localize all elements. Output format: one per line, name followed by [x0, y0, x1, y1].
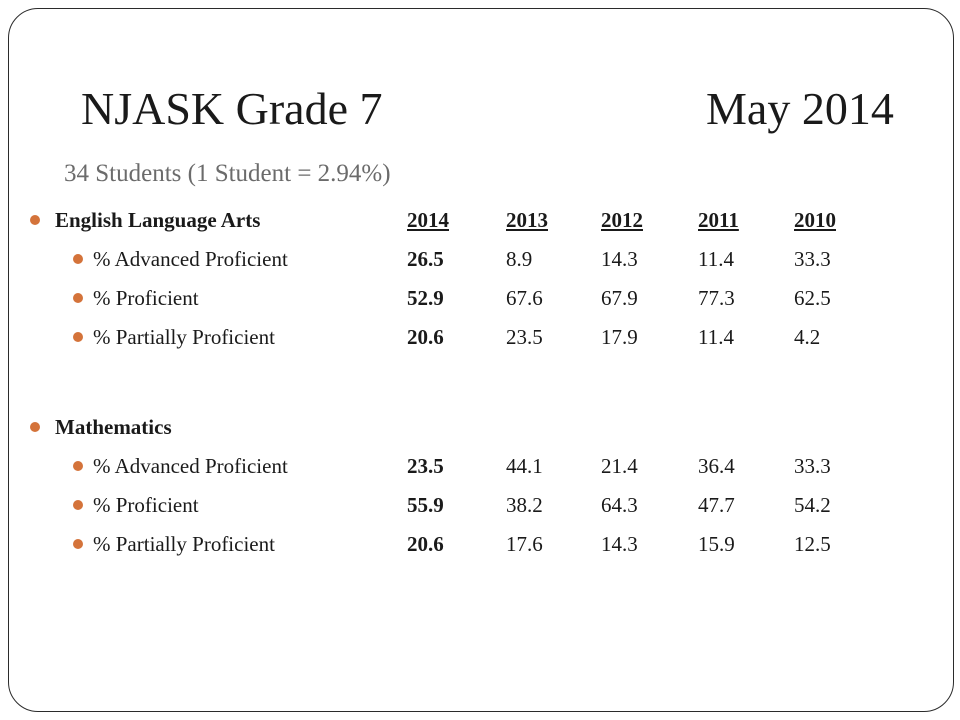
value-cell: 33.3	[794, 454, 831, 478]
value-cell: 4.2	[794, 325, 821, 349]
value-cell: 67.9	[601, 286, 638, 310]
math-header-row: Mathematics	[9, 412, 953, 442]
bullet-icon	[73, 254, 83, 264]
value-cell: 23.5	[506, 325, 543, 349]
table-row: % Partially Proficient 20.6 23.5 17.9 11…	[9, 322, 953, 352]
value-cell: 38.2	[506, 493, 543, 517]
row-label: % Proficient	[93, 286, 199, 310]
bullet-icon	[73, 539, 83, 549]
value-cell: 64.3	[601, 493, 638, 517]
table-row: % Partially Proficient 20.6 17.6 14.3 15…	[9, 529, 953, 559]
value-cell: 11.4	[698, 247, 734, 271]
bullet-icon	[73, 293, 83, 303]
value-cell: 20.6	[407, 325, 444, 349]
value-cell: 26.5	[407, 247, 444, 271]
value-cell: 77.3	[698, 286, 735, 310]
student-count-subtitle: 34 Students (1 Student = 2.94%)	[64, 160, 391, 187]
ela-heading: English Language Arts	[55, 208, 261, 232]
ela-header-row: English Language Arts 2014 2013 2012 201…	[9, 205, 953, 235]
table-row: % Advanced Proficient 26.5 8.9 14.3 11.4…	[9, 244, 953, 274]
value-cell: 17.9	[601, 325, 638, 349]
slide-title: NJASK Grade 7	[81, 83, 383, 134]
value-cell: 36.4	[698, 454, 735, 478]
value-cell: 67.6	[506, 286, 543, 310]
value-cell: 44.1	[506, 454, 543, 478]
year-header: 2012	[601, 208, 643, 232]
value-cell: 17.6	[506, 532, 543, 556]
row-label: % Advanced Proficient	[93, 247, 288, 271]
bullet-icon	[73, 500, 83, 510]
value-cell: 11.4	[698, 325, 734, 349]
row-label: % Partially Proficient	[93, 532, 275, 556]
value-cell: 15.9	[698, 532, 735, 556]
bullet-icon	[30, 215, 40, 225]
slide: NJASK Grade 7 May 2014 34 Students (1 St…	[8, 8, 954, 712]
year-header: 2013	[506, 208, 548, 232]
math-heading: Mathematics	[55, 415, 172, 439]
row-label: % Proficient	[93, 493, 199, 517]
bullet-icon	[73, 332, 83, 342]
table-row: % Advanced Proficient 23.5 44.1 21.4 36.…	[9, 451, 953, 481]
value-cell: 54.2	[794, 493, 831, 517]
value-cell: 21.4	[601, 454, 638, 478]
value-cell: 55.9	[407, 493, 444, 517]
value-cell: 52.9	[407, 286, 444, 310]
value-cell: 14.3	[601, 532, 638, 556]
table-row: % Proficient 52.9 67.6 67.9 77.3 62.5	[9, 283, 953, 313]
value-cell: 12.5	[794, 532, 831, 556]
table-row: % Proficient 55.9 38.2 64.3 47.7 54.2	[9, 490, 953, 520]
value-cell: 23.5	[407, 454, 444, 478]
value-cell: 62.5	[794, 286, 831, 310]
bullet-icon	[73, 461, 83, 471]
value-cell: 14.3	[601, 247, 638, 271]
year-header: 2010	[794, 208, 836, 232]
row-label: % Partially Proficient	[93, 325, 275, 349]
slide-date: May 2014	[706, 83, 894, 134]
row-label: % Advanced Proficient	[93, 454, 288, 478]
value-cell: 20.6	[407, 532, 444, 556]
value-cell: 47.7	[698, 493, 735, 517]
year-header: 2011	[698, 208, 739, 232]
value-cell: 8.9	[506, 247, 533, 271]
value-cell: 33.3	[794, 247, 831, 271]
bullet-icon	[30, 422, 40, 432]
year-header: 2014	[407, 208, 449, 232]
